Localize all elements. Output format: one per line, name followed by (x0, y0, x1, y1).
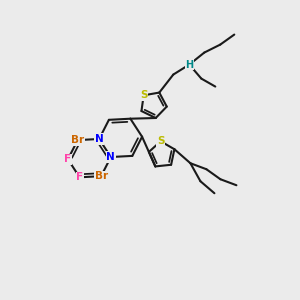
Text: H: H (185, 60, 194, 70)
Text: F: F (64, 154, 71, 164)
Text: S: S (140, 90, 147, 100)
Text: Br: Br (94, 171, 108, 181)
Text: N: N (95, 134, 103, 144)
Text: N: N (106, 152, 115, 162)
Text: Br: Br (71, 135, 84, 145)
Text: F: F (76, 172, 83, 182)
Text: S: S (157, 136, 164, 146)
